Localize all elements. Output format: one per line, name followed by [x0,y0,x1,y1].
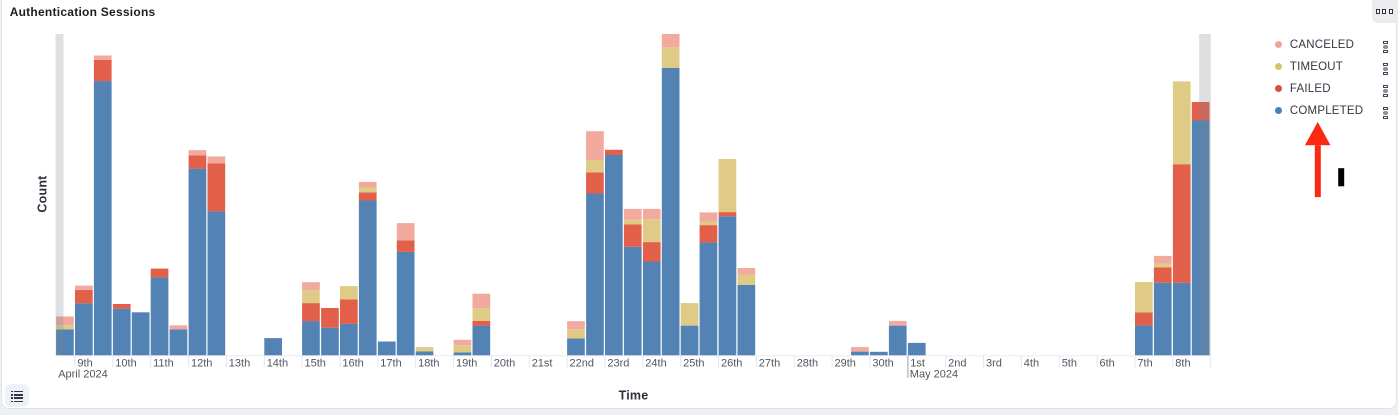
svg-text:6th: 6th [1100,358,1115,370]
svg-text:2nd: 2nd [948,358,966,370]
svg-text:5th: 5th [1062,358,1077,370]
svg-text:17th: 17th [380,358,401,370]
svg-text:9th: 9th [77,358,92,370]
svg-text:10th: 10th [115,358,136,370]
svg-text:1st: 1st [910,358,925,370]
svg-text:27th: 27th [759,358,780,370]
svg-text:21st: 21st [532,358,553,370]
svg-text:28th: 28th [797,358,818,370]
svg-text:8th: 8th [1175,358,1190,370]
svg-text:12th: 12th [191,358,212,370]
svg-text:30th: 30th [872,358,893,370]
svg-text:19th: 19th [456,358,477,370]
svg-text:15th: 15th [305,358,326,370]
svg-text:18th: 18th [418,358,439,370]
svg-text:29th: 29th [835,358,856,370]
svg-text:May 2024: May 2024 [910,369,958,381]
svg-text:Time: Time [619,389,649,403]
svg-text:16th: 16th [342,358,363,370]
svg-text:4th: 4th [1024,358,1039,370]
svg-text:3rd: 3rd [986,358,1002,370]
svg-text:24th: 24th [645,358,666,370]
svg-text:25th: 25th [683,358,704,370]
svg-text:22nd: 22nd [570,358,594,370]
svg-text:26th: 26th [721,358,742,370]
svg-text:20th: 20th [494,358,515,370]
svg-text:13th: 13th [229,358,250,370]
svg-text:April 2024: April 2024 [58,369,108,381]
svg-text:Count: Count [36,175,50,213]
svg-text:14th: 14th [267,358,288,370]
svg-text:23rd: 23rd [607,358,629,370]
svg-text:11th: 11th [153,358,174,370]
svg-text:7th: 7th [1137,358,1152,370]
